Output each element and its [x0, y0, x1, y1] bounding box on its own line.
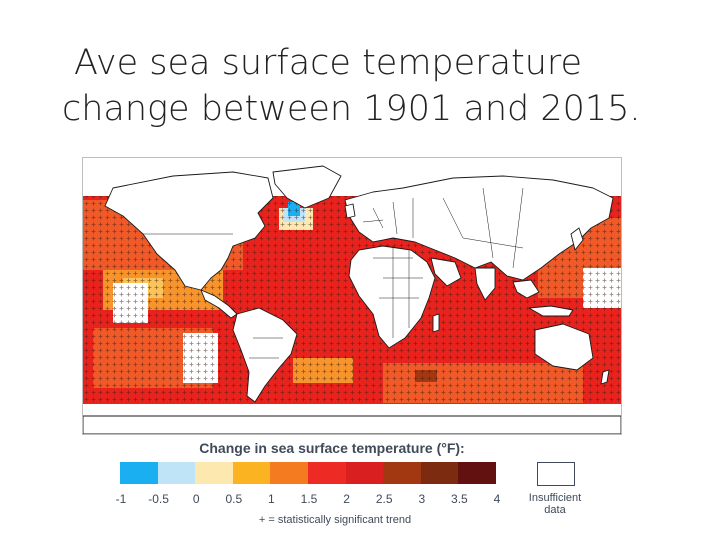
land-south-america — [232, 307, 298, 403]
legend-swatch — [195, 462, 233, 484]
significance-note: + = statistically significant trend — [258, 514, 412, 526]
slide-title: Ave sea surface temperature change betwe… — [62, 40, 682, 132]
land-greenland — [272, 165, 342, 209]
land-arabia — [430, 257, 462, 287]
land-antarctica — [83, 415, 621, 434]
legend-title: Change in sea surface temperature (°F): — [199, 440, 465, 456]
legend-tick: 3.5 — [451, 492, 468, 506]
legend-tick: -1 — [115, 492, 127, 506]
legend-tick: 2.5 — [375, 492, 393, 506]
land-india — [474, 267, 496, 301]
legend-tick: 0.5 — [225, 492, 243, 506]
title-line-1: Ave sea surface temperature — [74, 43, 583, 83]
legend-swatch-row — [120, 462, 496, 484]
legend-swatch — [383, 462, 421, 484]
border-lines-americas — [143, 233, 283, 359]
legend-swatch — [458, 462, 496, 484]
land-southeast-asia — [512, 279, 540, 299]
legend-tick: 1 — [268, 492, 275, 506]
sea-surface-temperature-map — [82, 157, 622, 435]
legend-tick: 1.5 — [300, 492, 318, 506]
insufficient-data-label: Insufficient data — [528, 492, 582, 516]
legend-swatch — [232, 462, 271, 484]
legend-swatch — [420, 462, 459, 484]
border-lines-africa — [373, 246, 423, 338]
land-africa — [348, 245, 436, 349]
legend-tick: 2 — [343, 492, 350, 506]
land-central-america — [200, 289, 238, 319]
land-north-america — [104, 171, 274, 291]
land-uk — [344, 203, 356, 219]
map-legend: Change in sea surface temperature (°F): — [82, 438, 622, 538]
legend-swatch — [120, 462, 158, 484]
land-australia — [534, 323, 594, 371]
legend-swatch — [345, 462, 384, 484]
world-map-svg — [83, 158, 621, 434]
legend-swatch — [307, 462, 346, 484]
legend-tick: -0.5 — [148, 492, 169, 506]
legend-swatch — [270, 462, 308, 484]
insufficient-data-swatch — [537, 462, 575, 486]
legend-tick: 4 — [493, 492, 501, 506]
land-indonesia — [528, 305, 574, 317]
border-lines-asia — [442, 187, 524, 269]
legend-tick: 0 — [192, 492, 200, 506]
land-europe-asia — [344, 175, 614, 281]
title-line-2: change between 1901 and 2015. — [62, 89, 641, 129]
legend-tick: 3 — [418, 492, 426, 506]
legend-swatch — [157, 462, 196, 484]
land-japan — [570, 227, 584, 251]
land-madagascar — [432, 313, 440, 333]
land-new-zealand — [600, 369, 610, 385]
border-lines-europe — [362, 198, 414, 238]
